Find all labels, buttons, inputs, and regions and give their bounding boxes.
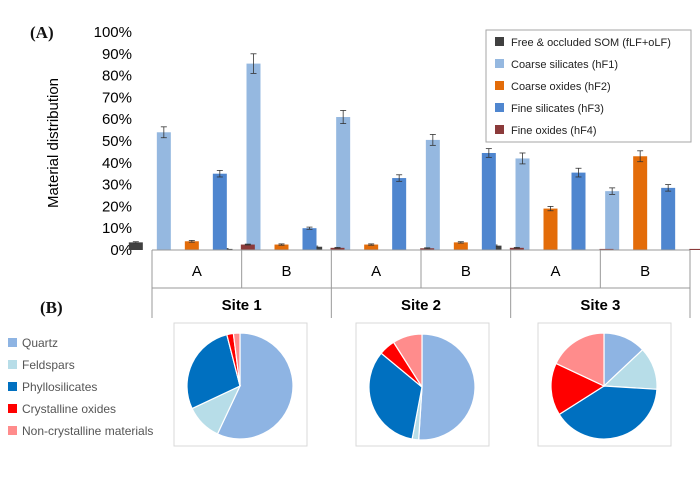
bar [453, 242, 468, 250]
bar [212, 173, 227, 250]
y-tick-label: 20% [102, 198, 132, 215]
y-tick-label: 30% [102, 177, 132, 194]
y-tick-label: 70% [102, 89, 132, 106]
y-ticks: 0% 10% 20% 30% 40% 50% 60% 70% 80% 90% 100% [94, 24, 132, 259]
bar-chart: 0% 10% 20% 30% 40% 50% 60% 70% 80% 90% 100% A B A B A B… [94, 24, 700, 318]
x-tick-label: B [461, 263, 471, 280]
y-tick-label: 60% [102, 111, 132, 128]
panel-a-label: (A) [30, 23, 54, 42]
site-label: Site 1 [222, 297, 262, 314]
legend-swatch [495, 59, 504, 68]
legend-label: Fine silicates (hF3) [511, 103, 604, 115]
pie-legend-label: Feldspars [22, 358, 75, 372]
pie-slice [186, 333, 241, 410]
pie-legend-label: Phyllosilicates [22, 380, 97, 394]
y-axis-title: Material distribution [45, 78, 62, 208]
x-tick-label: B [640, 263, 650, 280]
bar [336, 117, 351, 251]
legend-label: Coarse silicates (hF1) [511, 59, 618, 71]
bar [689, 248, 700, 250]
x-tick-label: A [550, 263, 560, 280]
y-tick-label: 80% [102, 68, 132, 85]
bar [571, 172, 586, 250]
bar [330, 247, 345, 250]
x-tick-label: A [192, 263, 202, 280]
bar [302, 228, 317, 250]
pie-slice [368, 352, 423, 440]
bar [392, 178, 407, 250]
bar [156, 132, 171, 250]
bar [420, 248, 435, 250]
pie-slice [555, 332, 605, 387]
bar [605, 191, 620, 250]
x-tick-label: A [371, 263, 381, 280]
legend-frame [485, 29, 692, 143]
bar [515, 158, 530, 250]
site-label: Site 2 [401, 297, 441, 314]
legend-label: Fine oxides (hF4) [511, 125, 597, 137]
bar [633, 156, 648, 250]
y-tick-label: 40% [102, 155, 132, 172]
pie-slice [216, 332, 294, 440]
pie-legend-swatch [8, 404, 17, 413]
bar [246, 63, 261, 250]
pie-legend-swatch [8, 426, 17, 435]
legend-swatch [495, 81, 504, 90]
bar [184, 241, 199, 250]
bar [599, 248, 614, 250]
pie-legend-swatch [8, 382, 17, 391]
bar [509, 247, 524, 250]
y-tick-label: 10% [102, 220, 132, 237]
pie-legend-label: Quartz [22, 336, 58, 350]
legend-swatch [495, 103, 504, 112]
bar-legend: Free & occluded SOM (fLF+oLF) Coarse sili… [485, 29, 692, 143]
bar [481, 152, 496, 250]
legend-label: Free & occluded SOM (fLF+oLF) [511, 37, 671, 49]
pie-legend-swatch [8, 360, 17, 369]
x-tick-label: B [281, 263, 291, 280]
x-axis: A B A B A B Site 1 Site 2 Site 3 [151, 249, 691, 318]
legend-swatch [495, 125, 504, 134]
pie-slice [550, 362, 606, 416]
bar [240, 244, 255, 250]
panel-b-label: (B) [40, 298, 63, 317]
bar [425, 139, 440, 250]
pie-legend-label: Non-crystalline materials [22, 424, 153, 438]
bar [364, 244, 379, 250]
bar [543, 208, 558, 250]
y-tick-label: 0% [110, 242, 132, 259]
bar [661, 187, 676, 250]
pie-slice [232, 332, 241, 387]
y-tick-label: 50% [102, 133, 132, 150]
y-tick-label: 100% [94, 24, 132, 41]
legend-swatch [495, 37, 504, 46]
pie-charts [173, 322, 672, 447]
bar [128, 242, 143, 250]
legend-label: Coarse oxides (hF2) [511, 81, 611, 93]
pie-legend-label: Crystalline oxides [22, 402, 116, 416]
pie-legend-swatch [8, 338, 17, 347]
pie-legend: Quartz Feldspars Phyllosilicates Crystallin… [8, 336, 153, 438]
pie-slice [392, 333, 423, 390]
bar-series [128, 53, 700, 251]
y-tick-label: 90% [102, 46, 132, 63]
site-label: Site 3 [580, 297, 620, 314]
bar [274, 244, 289, 250]
pie-slice [418, 333, 476, 441]
